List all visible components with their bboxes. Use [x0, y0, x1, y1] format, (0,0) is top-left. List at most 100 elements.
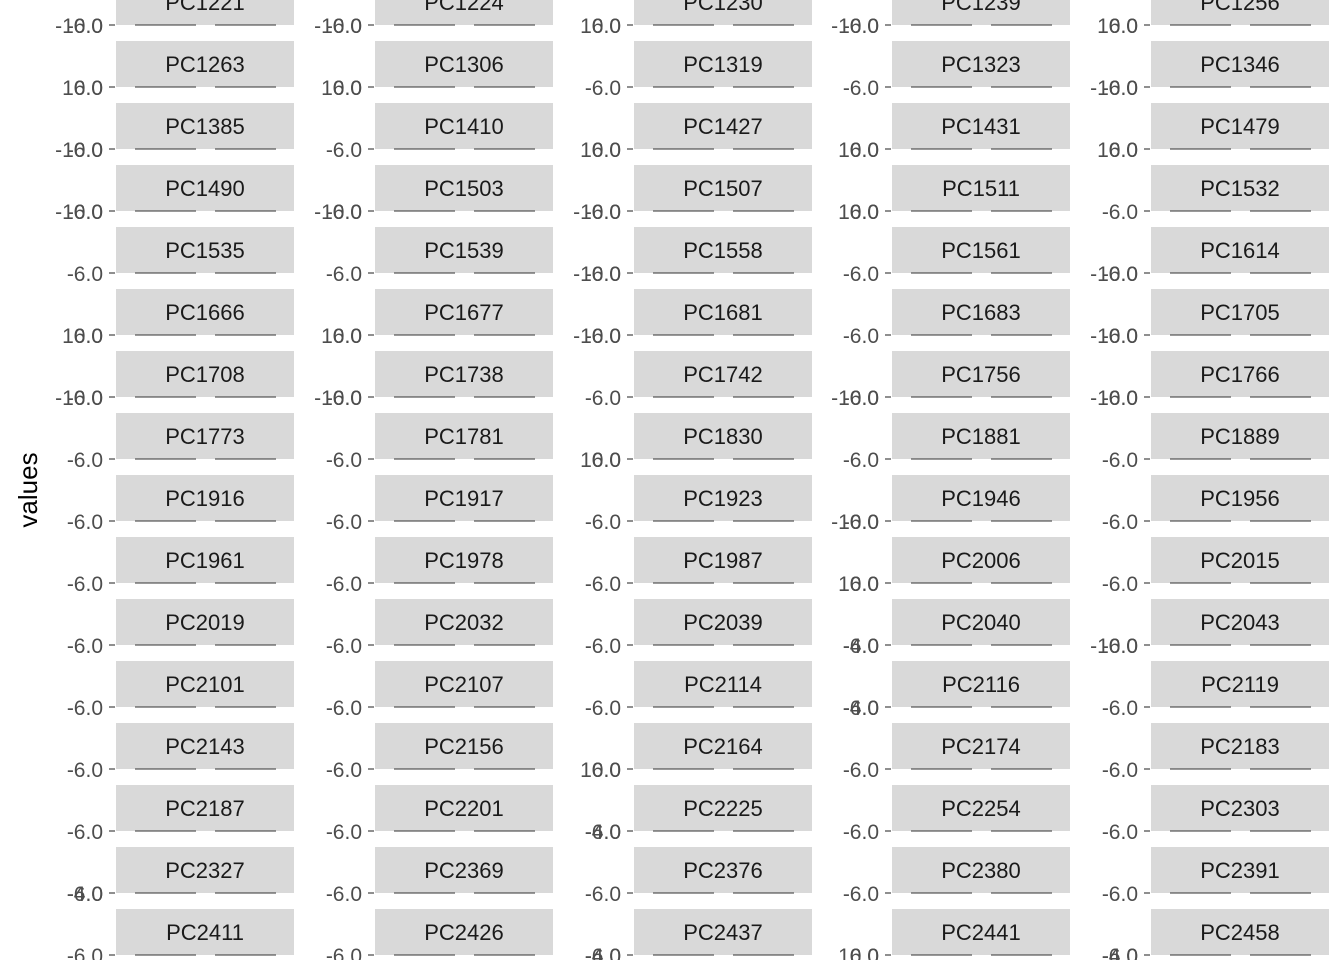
facet-strip: [1151, 785, 1329, 831]
facet-strip: [116, 847, 294, 893]
facet-strip: [1151, 661, 1329, 707]
y-tick-label: -10.0: [55, 15, 103, 38]
facet-strip-label: PC1987: [683, 548, 763, 573]
y-tick-label: 6.0: [1109, 15, 1138, 38]
y-tick-label: 6.0: [74, 325, 103, 348]
y-tick-label: -6.0: [1102, 511, 1138, 534]
facet-strip-label: PC2015: [1200, 548, 1280, 573]
y-tick-label: -6.0: [843, 325, 879, 348]
facet-strip: [634, 289, 812, 335]
facet-panel: PC2437 -4.0-6.0: [585, 909, 812, 960]
y-tick-label: -6.0: [585, 573, 621, 596]
facet-panel: PC1532 -6.0: [1102, 165, 1329, 224]
y-tick-label: -6.0: [67, 15, 103, 38]
facet-strip: [375, 475, 553, 521]
facet-panel: PC2101 -6.0: [67, 661, 294, 720]
y-tick-label: -10.0: [1090, 77, 1138, 100]
facet-panel: PC1978 -6.0: [326, 537, 553, 596]
facet-strip-label: PC2369: [424, 858, 504, 883]
facet-panel: PC1479 10.06.0: [1097, 103, 1329, 162]
y-tick-label: -6.0: [585, 201, 621, 224]
y-tick-label: -6.0: [67, 697, 103, 720]
facet-panel: PC1490 -10.0-6.0: [55, 165, 294, 224]
facet-strip-label: PC2187: [165, 796, 245, 821]
facet-strip: [116, 909, 294, 955]
y-tick-label: -6.0: [326, 449, 362, 472]
facet-strip-label: PC2183: [1200, 734, 1280, 759]
facet-strip: [634, 537, 812, 583]
facet-panel: PC1683 -6.0: [843, 289, 1070, 348]
facet-strip-label: PC2254: [941, 796, 1021, 821]
facet-strip-label: PC1830: [683, 424, 763, 449]
facet-strip: [892, 227, 1070, 273]
facet-strip-label: PC1708: [165, 362, 245, 387]
facet-strip-label: PC2143: [165, 734, 245, 759]
facet-panel: PC2376 -6.0: [585, 847, 812, 906]
y-tick-label: -6.0: [585, 263, 621, 286]
y-tick-label: 6.0: [333, 77, 362, 100]
y-tick-label: -10.0: [314, 201, 362, 224]
y-tick-label: -6.0: [326, 15, 362, 38]
y-tick-label: -10.0: [831, 511, 879, 534]
y-tick-label: -6.0: [585, 511, 621, 534]
facet-strip-label: PC1738: [424, 362, 504, 387]
facet-strip-label: PC1923: [683, 486, 763, 511]
facet-strip: [892, 661, 1070, 707]
facet-strip: [634, 227, 812, 273]
facet-panel: PC1239 -10.0-6.0: [831, 0, 1070, 38]
facet-panel: PC1410 -6.0: [326, 103, 553, 162]
y-tick-label: -10.0: [55, 201, 103, 224]
facet-panel: PC2391 -6.0: [1102, 847, 1329, 906]
facet-strip: [892, 165, 1070, 211]
facet-strip-label: PC1221: [165, 0, 245, 15]
facet-strip: [1151, 289, 1329, 335]
facet-panel: PC2039 -6.0: [585, 599, 812, 658]
facet-panel: PC2015 -6.0: [1102, 537, 1329, 596]
y-tick-label: -6.0: [843, 511, 879, 534]
y-tick-label: 10.0: [838, 201, 879, 224]
facet-strip-label: PC1431: [941, 114, 1021, 139]
y-tick-label: -6.0: [843, 387, 879, 410]
facet-strip: [116, 599, 294, 645]
facet-panel: PC2114 -6.0: [585, 661, 812, 720]
y-tick-label: -6.0: [67, 511, 103, 534]
y-tick-label: -6.0: [1102, 201, 1138, 224]
y-tick-label: 6.0: [592, 139, 621, 162]
facet-panel: PC1946 -10.0-6.0: [831, 475, 1070, 534]
facet-strip-label: PC1535: [165, 238, 245, 263]
facet-strip-label: PC1427: [683, 114, 763, 139]
y-tick-label: 10.0: [1097, 15, 1138, 38]
y-tick-label: 6.0: [592, 15, 621, 38]
facet-panel: PC2187 -6.0: [67, 785, 294, 844]
facet-strip: [375, 723, 553, 769]
y-tick-label: 6.0: [850, 945, 879, 960]
facet-strip-label: PC2156: [424, 734, 504, 759]
facet-strip: [375, 41, 553, 87]
facet-strip: [116, 413, 294, 459]
y-tick-label: -10.0: [573, 201, 621, 224]
facet-strip-label: PC2101: [165, 672, 245, 697]
y-tick-label: -6.0: [843, 883, 879, 906]
facet-strip: [116, 723, 294, 769]
facet-strip-label: PC1781: [424, 424, 504, 449]
facet-strip: [116, 41, 294, 87]
y-tick-label: -6.0: [1102, 883, 1138, 906]
facet-strip-label: PC2426: [424, 920, 504, 945]
facet-strip: [892, 289, 1070, 335]
facet-strip: [116, 103, 294, 149]
y-tick-label: -10.0: [55, 139, 103, 162]
y-tick-label: 10.0: [321, 325, 362, 348]
facet-strip: [1151, 41, 1329, 87]
y-tick-label: -6.0: [585, 821, 621, 844]
y-tick-label: -6.0: [326, 263, 362, 286]
facet-panel: PC1956 -6.0: [1102, 475, 1329, 534]
y-tick-label: -10.0: [1090, 387, 1138, 410]
facet-panel: PC1503 -10.0-6.0: [314, 165, 553, 224]
facet-strip: [1151, 413, 1329, 459]
facet-strip-label: PC2043: [1200, 610, 1280, 635]
facet-panel: PC1889 -6.0: [1102, 413, 1329, 472]
y-tick-label: -6.0: [1102, 945, 1138, 960]
facet-strip-label: PC2201: [424, 796, 504, 821]
facet-strip-label: PC2040: [941, 610, 1021, 635]
